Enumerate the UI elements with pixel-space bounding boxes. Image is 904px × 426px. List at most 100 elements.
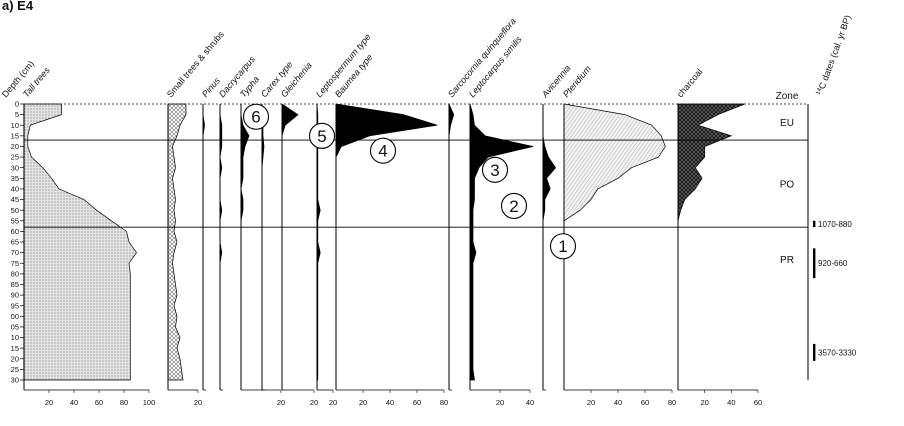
curve-gleichenia (281, 103, 299, 380)
annotation-1: 1 (549, 233, 577, 260)
x-tick-label: 20 (496, 398, 504, 407)
curve-typha (240, 104, 250, 380)
x-tick-label: 60 (413, 398, 421, 407)
x-tick-label: 20 (310, 398, 318, 407)
date-bar (813, 343, 816, 361)
depth-tick-label: 10 (11, 121, 19, 130)
depth-tick-label: 5 (15, 110, 19, 119)
radiocarbon-dates: 14C dates (cal. yr BP) 1070-880 920-660 357… (813, 14, 857, 361)
depth-tick-label: 25 (11, 365, 19, 374)
depth-tick-label: 35 (11, 174, 19, 183)
annotation-circle (308, 122, 336, 149)
panel-pinus: Pinus (200, 75, 222, 391)
curve-tall-trees (23, 103, 137, 381)
x-tick-label: 20 (194, 398, 202, 407)
x-tick-label: 20 (277, 398, 285, 407)
annotation-number: 3 (490, 161, 499, 180)
depth-tick-label: 15 (11, 344, 19, 353)
date-bar (813, 220, 816, 228)
curve-charcoal (677, 103, 745, 380)
curve-sarcocornia-quinqueflora (448, 103, 455, 380)
annotation-4: 4 (369, 137, 397, 164)
depth-tick-label: 20 (11, 354, 19, 363)
depth-tick-label: 40 (11, 185, 19, 194)
depth-tick-label: 80 (11, 269, 19, 278)
depth-tick-label: 55 (11, 216, 19, 225)
date-bar (813, 248, 816, 279)
x-tick-label: 80 (668, 398, 676, 407)
x-tick-label: 60 (95, 398, 103, 407)
taxon-label: Small trees & shrubs (165, 29, 226, 99)
depth-tick-label: 00 (11, 312, 19, 321)
dates-header: 14C dates (cal. yr BP) (814, 14, 852, 97)
zone-column: Zone EU PO PR (776, 91, 809, 380)
x-tick-label: 100 (143, 398, 156, 407)
depth-tick-label: 85 (11, 280, 19, 289)
x-tick-label: 20 (329, 398, 337, 407)
annotation-number: 6 (251, 108, 260, 127)
x-tick-label: 40 (614, 398, 622, 407)
depth-tick-label: 30 (11, 163, 19, 172)
annotation-number: 4 (378, 142, 387, 161)
depth-tick-label: 05 (11, 323, 19, 332)
depth-tick-label: 70 (11, 248, 19, 257)
date-label: 3570-3330 (818, 348, 857, 357)
x-tick-label: 20 (700, 398, 708, 407)
annotation-number: 1 (558, 237, 567, 256)
x-tick-label: 80 (120, 398, 128, 407)
annotation-6: 6 (242, 103, 270, 130)
zone-po: PO (780, 180, 795, 191)
annotation-3: 3 (481, 156, 509, 183)
x-tick-label: 40 (386, 398, 394, 407)
annotation-circle (369, 137, 397, 164)
depth-tick-label: 25 (11, 153, 19, 162)
taxon-label: charcoal (675, 67, 705, 99)
depth-tick-label: 50 (11, 206, 19, 215)
depth-tick-label: 30 (11, 376, 19, 385)
date-label: 1070-880 (818, 220, 852, 229)
x-tick-label: 20 (587, 398, 595, 407)
date-label: 920-660 (818, 259, 848, 268)
depth-tick-label: 0 (15, 100, 19, 109)
zone-pr: PR (780, 255, 794, 266)
x-tick-label: 60 (754, 398, 762, 407)
curve-pteridium (563, 103, 666, 380)
x-tick-label: 40 (526, 398, 534, 407)
curve-small-trees-shrubs (167, 103, 187, 381)
depth-tick-label: 95 (11, 301, 19, 310)
depth-tick-label: 65 (11, 238, 19, 247)
annotation-circle (481, 156, 509, 183)
panel-label: a) E4 (2, 0, 34, 13)
zone-boundaries (24, 139, 808, 228)
annotation-number: 5 (317, 127, 326, 146)
depth-tick-label: 45 (11, 195, 19, 204)
depth-tick-label: 75 (11, 259, 19, 268)
x-tick-label: 20 (359, 398, 367, 407)
curve-leptocarpus-similis (469, 103, 534, 381)
zone-eu: EU (780, 118, 794, 129)
depth-tick-label: 90 (11, 291, 19, 300)
x-tick-label: 60 (641, 398, 649, 407)
x-tick-label: 40 (70, 398, 78, 407)
annotation-5: 5 (308, 122, 336, 149)
depth-tick-label: 60 (11, 227, 19, 236)
zone-header: Zone (776, 91, 799, 102)
depth-tick-label: 15 (11, 131, 19, 140)
annotation-number: 2 (509, 197, 518, 216)
dates-header-sup: 14 (815, 87, 823, 96)
x-tick-label: 20 (45, 398, 53, 407)
annotation-circle (242, 103, 270, 130)
curve-leptospermum-type (316, 103, 321, 381)
annotation-circle (549, 233, 577, 260)
panel-charcoal: 20 40 60 charcoal (675, 67, 762, 407)
annotation-2: 2 (500, 192, 528, 219)
depth-tick-label: 10 (11, 333, 19, 342)
